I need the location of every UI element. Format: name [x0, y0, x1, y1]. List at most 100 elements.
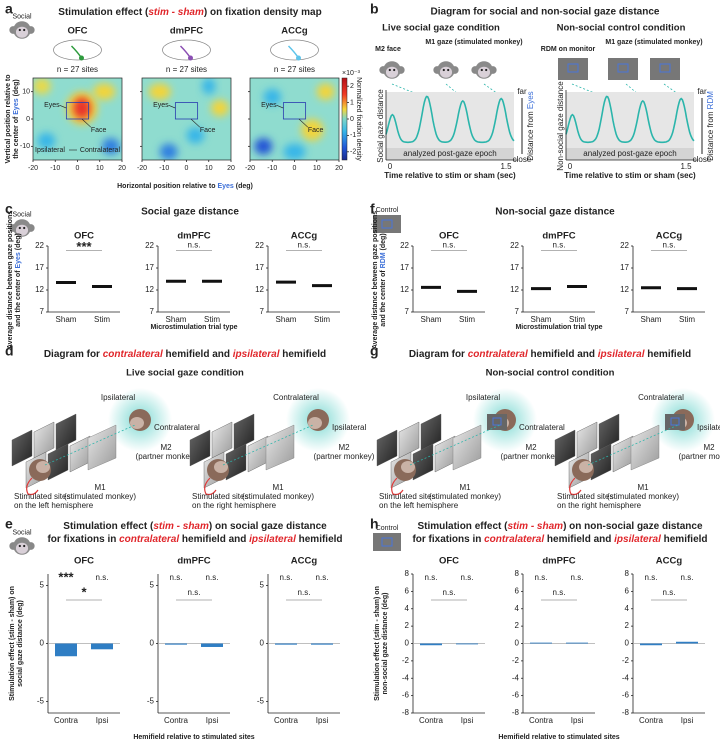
y-tick-label: -4 — [402, 673, 410, 682]
subplot-title: OFC — [74, 231, 94, 242]
panel-title-part: hemifield — [279, 349, 326, 360]
monitor — [554, 429, 576, 467]
y-tick-label: 17 — [255, 263, 264, 272]
x-axis-label-part: Horizontal position relative to — [117, 183, 217, 190]
significance: n.s. — [206, 573, 219, 582]
heatmap-blob — [254, 138, 273, 155]
x-tick-label: Stim — [314, 315, 330, 324]
y-axis-label: and the center of RDM (deg) — [380, 233, 387, 326]
panel-title-part: contralateral — [468, 349, 528, 360]
x-tick-label: Stim — [459, 315, 475, 324]
y-axis-label-part: (deg) — [15, 233, 22, 252]
y-axis-label-part: Eyes — [13, 98, 20, 114]
panel-title-part: Diagram for — [409, 349, 468, 360]
x-tick-label: 10 — [313, 165, 321, 172]
significance: n.s. — [663, 588, 676, 597]
panel-title: Diagram for social and non-social gaze d… — [431, 7, 660, 18]
panel-title-part: ipsilateral — [614, 534, 661, 545]
monkey-face — [15, 542, 29, 554]
monkey-eye — [23, 226, 26, 230]
brain-sketch — [53, 39, 102, 61]
colorbar-tick-label: 1 — [350, 99, 354, 106]
y-tick-label: -8 — [402, 708, 410, 717]
significance: *** — [58, 569, 74, 584]
distance-label-part: Distance from — [526, 109, 535, 161]
monitor — [33, 421, 55, 459]
m2-label: (partner monkey) — [314, 452, 375, 461]
target-label: RDM on monitor — [541, 46, 596, 53]
m1-label: (stimulated monkey) — [429, 492, 501, 501]
significance: n.s. — [571, 573, 584, 582]
gaze-line — [409, 424, 501, 466]
y-tick-label: -5 — [37, 697, 45, 706]
y-axis-label-part: (deg) — [380, 233, 387, 252]
subplot-title: OFC — [439, 556, 459, 567]
mean-bar — [165, 643, 187, 645]
significance: n.s. — [553, 241, 566, 250]
significance: n.s. — [443, 241, 456, 250]
panel-title-part: Stimulation effect ( — [417, 521, 508, 532]
m2-face — [130, 417, 144, 429]
panel-title-part: for fixations in — [412, 534, 484, 545]
x-tick-label: Ipsi — [571, 716, 584, 725]
panel-title-part: ipsilateral — [249, 534, 296, 545]
rdm-monitor — [558, 58, 588, 80]
hemifield-label: Contralateral — [154, 423, 200, 432]
y-tick-label: -8 — [622, 708, 630, 717]
monitor — [211, 421, 233, 459]
mean-bar — [676, 641, 698, 644]
epoch-label: analyzed post-gaze epoch — [403, 149, 496, 158]
significance: n.s. — [298, 588, 311, 597]
monkey-face — [15, 26, 29, 38]
x-tick-label: Contra — [54, 716, 79, 725]
mean-bar — [275, 643, 297, 645]
y-tick-label: 2 — [405, 621, 410, 630]
hemifield-label: Ipsilateral — [332, 423, 366, 432]
x-axis-label: Microstimulation trial type — [150, 324, 237, 331]
control-rdm — [381, 219, 393, 229]
y-tick-label: -8 — [512, 708, 520, 717]
rdm-square — [670, 417, 680, 426]
y-tick-label: 12 — [400, 285, 409, 294]
x-axis-label: Time relative to stim or sham (sec) — [564, 171, 696, 180]
epoch-bg — [566, 148, 694, 160]
y-tick-label: 7 — [260, 307, 265, 316]
monitor — [87, 424, 117, 471]
y-axis-label-part: the center of — [13, 115, 20, 159]
eyes-label: Eyes — [261, 102, 277, 109]
rdm-monitor — [665, 414, 685, 430]
mean-bar — [530, 642, 552, 644]
heatmap-blob — [33, 78, 51, 95]
far-label: far — [517, 87, 527, 96]
heatmap-blob — [73, 97, 91, 119]
gaze-distance-curve — [385, 95, 515, 144]
x-tick-label: -10 — [50, 165, 60, 172]
significance: n.s. — [553, 588, 566, 597]
rdm-square — [567, 63, 579, 73]
panel-title-part: Stimulation effect ( — [63, 521, 154, 532]
y-tick-label: 4 — [515, 604, 520, 613]
ipsi-label: Ipsilateral — [35, 147, 65, 154]
region-label: OFC — [67, 26, 87, 37]
hemifield-label: Contralateral — [519, 423, 565, 432]
y-axis-label-part: and the center of — [15, 269, 22, 327]
significance: n.s. — [443, 588, 456, 597]
heatmap-blob — [210, 99, 229, 117]
condition-title: Live social gaze condition — [126, 368, 244, 379]
y-tick-label: 22 — [620, 241, 629, 250]
m1-label: M1 — [94, 483, 106, 492]
panel-letter: g — [370, 343, 379, 359]
x-axis-label: Hemifield relative to stimulated sites — [133, 734, 254, 741]
x-tick-label: Contra — [164, 716, 189, 725]
monitor — [598, 413, 620, 451]
panel-title-part: hemifield and — [163, 349, 233, 360]
y-tick-label: 6 — [625, 586, 630, 595]
y-tick-label: 6 — [515, 586, 520, 595]
y-tick-label: 12 — [35, 285, 44, 294]
gaze-label: M1 gaze (stimulated monkey) — [605, 39, 702, 46]
contra-label: Contralateral — [80, 147, 121, 154]
y-axis-label: and the center of Eyes (deg) — [15, 233, 22, 327]
site-count: n = 27 sites — [166, 65, 207, 74]
rdm-square — [492, 417, 502, 426]
significance: n.s. — [298, 241, 311, 250]
